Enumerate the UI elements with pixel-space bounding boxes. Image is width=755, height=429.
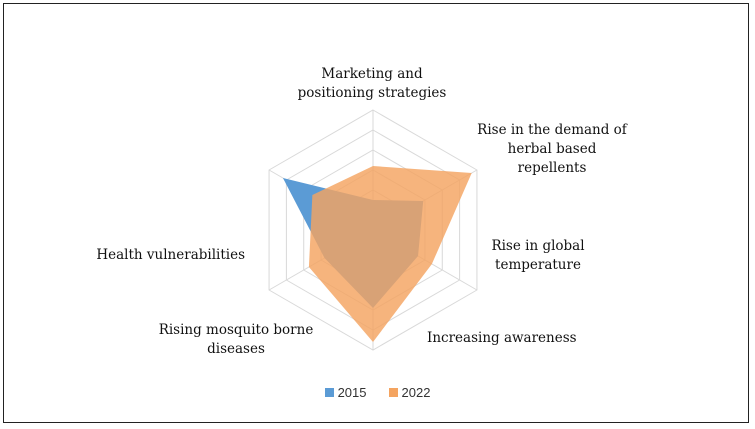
legend: 2015 2022 [0,385,755,400]
axis-label-4-line-1: diseases [207,341,265,357]
axis-label-3-line-0: Increasing awareness [427,330,577,346]
axis-label-2: Rise in global temperature [491,238,584,273]
legend-label-2015: 2015 [337,385,367,400]
axis-label-0-line-1: positioning strategies [298,85,447,101]
axis-label-0: Marketing and positioning strategies [298,66,447,101]
axis-label-1: Rise in the demand of herbal based repelle… [477,122,628,176]
axis-label-1-line-1: herbal based [508,141,597,157]
axis-label-3: Increasing awareness [427,330,577,346]
legend-swatch-2022 [388,388,398,397]
axis-label-4-line-0: Rising mosquito borne [159,322,314,338]
axis-label-5-line-0: Health vulnerabilities [96,247,245,263]
legend-swatch-2015 [324,388,334,397]
axis-label-2-line-0: Rise in global [491,238,584,254]
axis-label-0-line-0: Marketing and [321,66,423,82]
axis-label-4: Rising mosquito borne diseases [159,322,314,357]
axis-label-1-line-0: Rise in the demand of [477,122,628,138]
axis-label-2-line-1: temperature [495,257,581,273]
axis-label-5: Health vulnerabilities [96,247,245,263]
legend-label-2022: 2022 [401,385,431,400]
legend-item-2015: 2015 [324,385,367,400]
legend-item-2022: 2022 [388,385,431,400]
axis-label-1-line-2: repellents [518,160,587,176]
series-area-2022 [308,166,472,342]
